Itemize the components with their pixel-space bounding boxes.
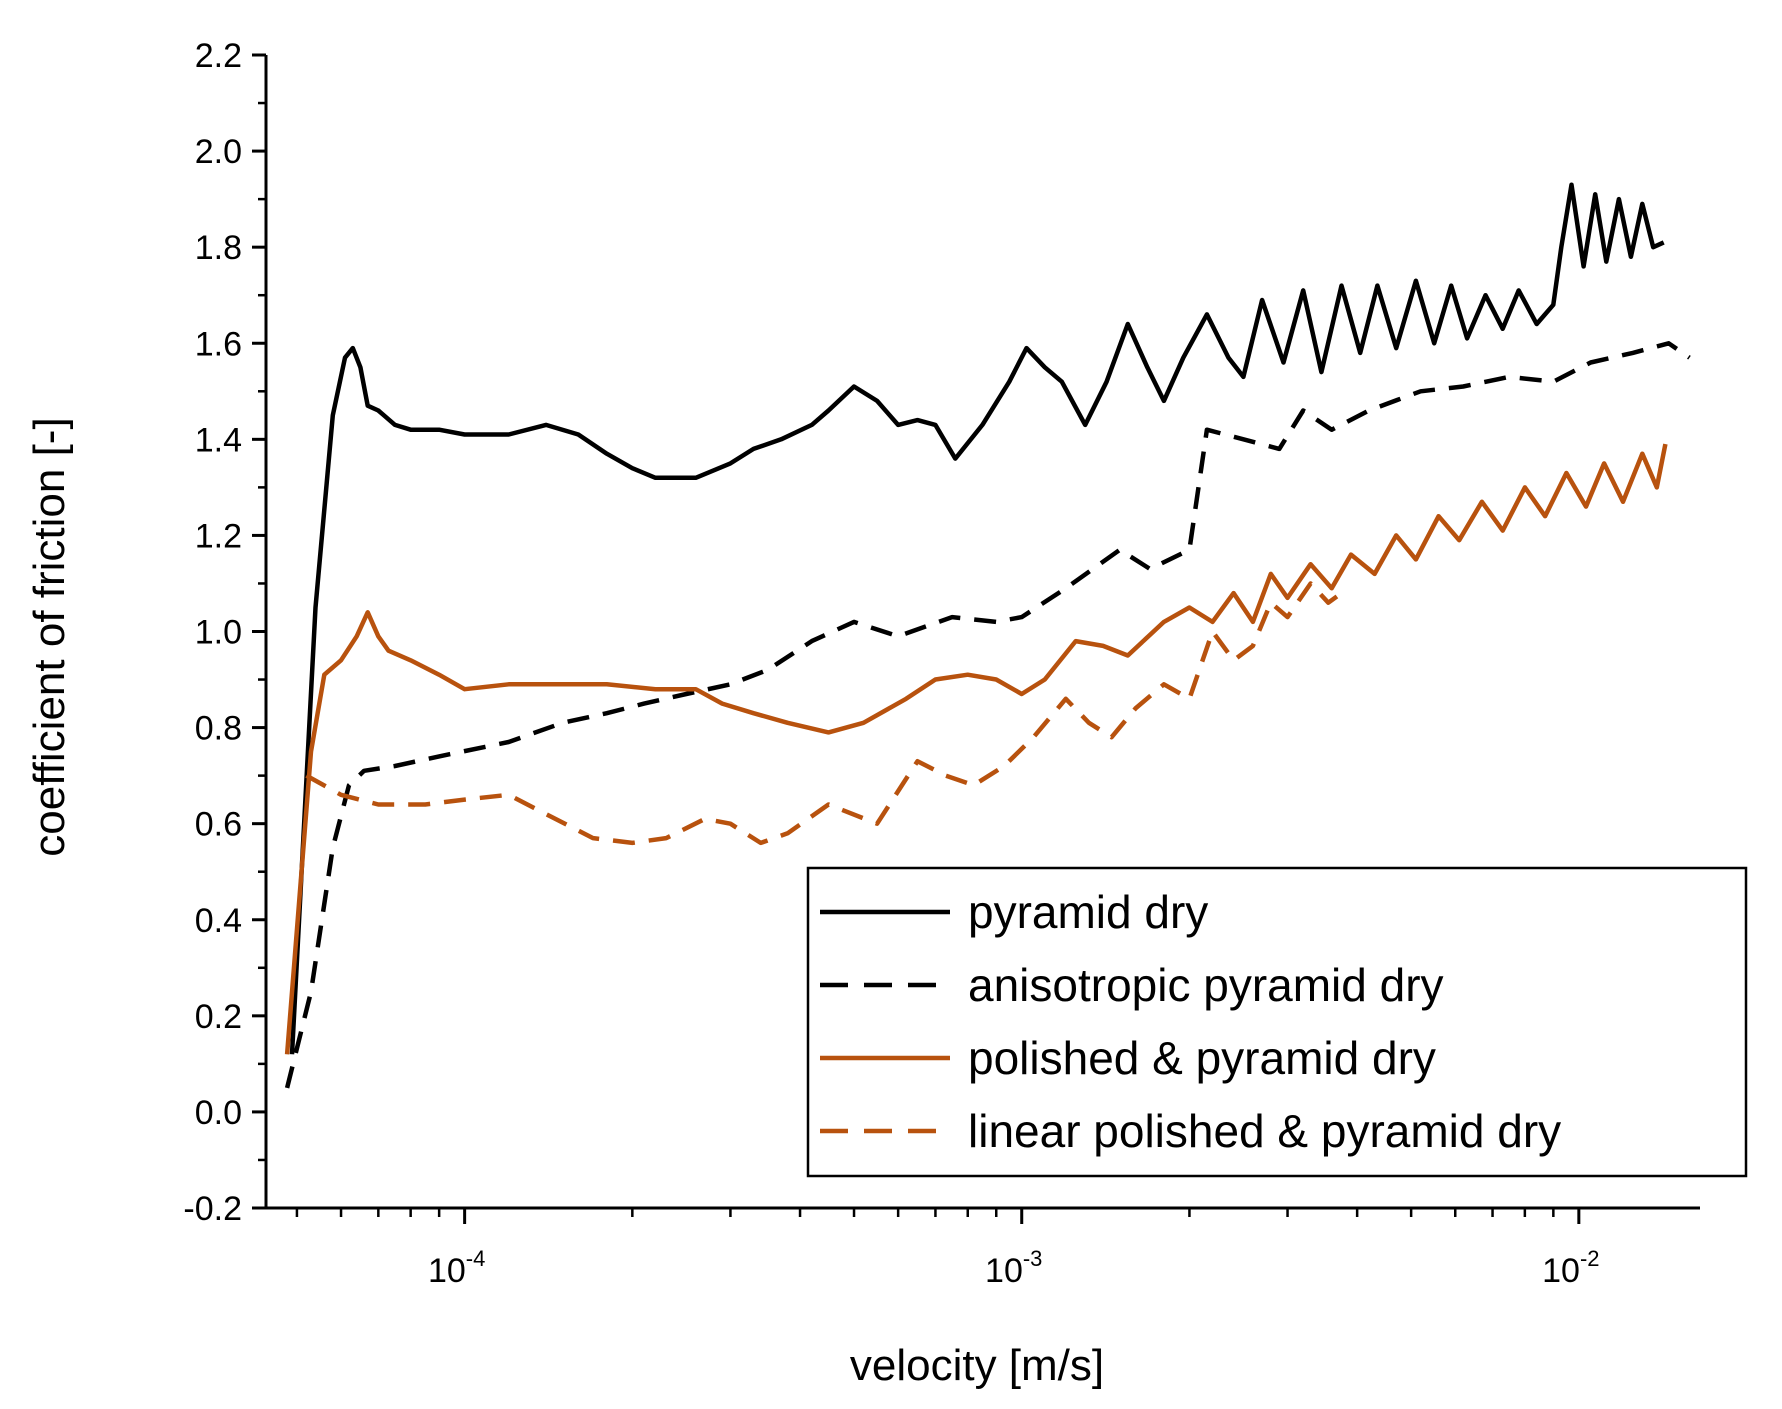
legend-label-2: anisotropic pyramid dry xyxy=(968,959,1444,1011)
y-tick-label: 0.4 xyxy=(195,902,242,940)
y-tick-label: 2.2 xyxy=(195,37,242,75)
series-line-1 xyxy=(289,182,1665,1055)
legend-label-4: linear polished & pyramid dry xyxy=(968,1105,1561,1157)
y-tick-label: -0.2 xyxy=(183,1190,242,1228)
ticks-layer: -0.2 0.0 0.2 0.4 0.6 0.8 1.0 1.2 1.4 1.6 1.8 2.0 2.2… xyxy=(183,37,1599,1290)
y-tick-label: 0.0 xyxy=(195,1094,242,1132)
series-layer xyxy=(284,182,1691,1089)
x-tick-label: 10-3 xyxy=(985,1246,1042,1290)
legend: pyramid dry anisotropic pyramid dry polish… xyxy=(806,866,1748,1178)
y-tick-label: 1.6 xyxy=(195,325,242,363)
x-tick-label: 10-2 xyxy=(1542,1246,1599,1290)
y-tick-label: 0.2 xyxy=(195,998,242,1036)
legend-box xyxy=(806,866,1748,1178)
y-tick-label: 1.4 xyxy=(195,421,242,459)
x-axis-title: velocity [m/s] xyxy=(850,1341,1104,1390)
series-line-3 xyxy=(284,443,1668,1055)
y-tick-label: 2.0 xyxy=(195,133,242,171)
legend-label-1: pyramid dry xyxy=(968,886,1208,938)
series-line-2 xyxy=(284,341,1691,1089)
y-tick-label: 1.2 xyxy=(195,517,242,555)
series-line-4 xyxy=(305,581,1343,846)
y-tick-label: 0.8 xyxy=(195,710,242,748)
x-tick-label: 10-4 xyxy=(428,1246,485,1290)
y-tick-label: 1.8 xyxy=(195,229,242,267)
y-axis-title: coefficient of friction [-] xyxy=(25,417,74,856)
legend-label-3: polished & pyramid dry xyxy=(968,1032,1436,1084)
y-tick-label: 1.0 xyxy=(195,614,242,652)
y-tick-label: 0.6 xyxy=(195,806,242,844)
